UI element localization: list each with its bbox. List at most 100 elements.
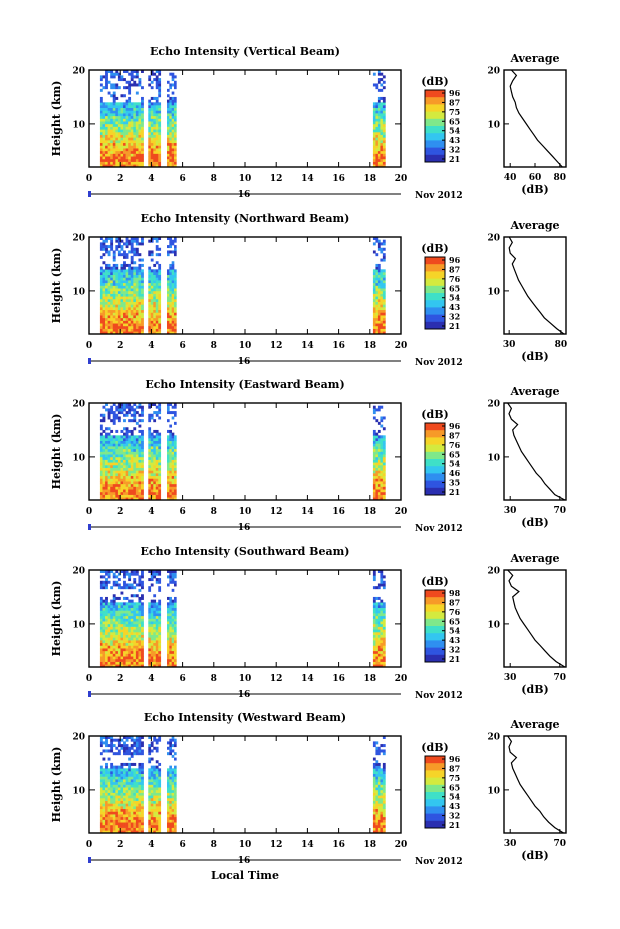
colorbar-swatch xyxy=(425,133,445,136)
heatmap-cell xyxy=(138,328,142,332)
heatmap-cell xyxy=(123,129,126,133)
heatmap-cell xyxy=(158,408,162,412)
heatmap-cell xyxy=(107,269,111,273)
heatmap-cell xyxy=(377,448,381,452)
heatmap-cell xyxy=(171,99,175,103)
heatmap-cell xyxy=(148,610,152,614)
heatmap-cell xyxy=(125,811,129,815)
heatmap-cell xyxy=(135,237,139,240)
heatmap-cell xyxy=(130,454,134,458)
heatmap-cell xyxy=(372,789,376,793)
heatmap-cell xyxy=(125,744,129,748)
heatmap-cell xyxy=(99,797,103,801)
heatmap-cell xyxy=(115,123,119,127)
colorbar-swatch xyxy=(425,642,445,645)
heatmap-cell xyxy=(155,650,159,654)
heatmap-cell xyxy=(174,792,177,796)
heatmap-cell xyxy=(171,277,175,281)
colorbar-swatch xyxy=(425,491,445,494)
heatmap-cell xyxy=(155,446,159,450)
heatmap-cell xyxy=(130,623,134,627)
heatmap-cell xyxy=(150,440,154,444)
heatmap-cell xyxy=(135,470,139,474)
x-tick-label: 12 xyxy=(270,174,283,184)
heatmap-cell xyxy=(133,642,137,646)
colorbar-swatch xyxy=(425,593,445,596)
colorbar-swatch xyxy=(425,636,445,639)
heatmap-cell xyxy=(138,126,142,130)
colorbar-swatch xyxy=(425,462,445,465)
heatmap-cell xyxy=(123,752,126,756)
heatmap-cell xyxy=(174,250,177,254)
heatmap-cell xyxy=(169,242,172,246)
heatmap-cell xyxy=(169,830,172,834)
heatmap-cell xyxy=(377,105,381,109)
colorbar-swatch xyxy=(425,604,445,607)
heatmap-cell xyxy=(123,253,126,257)
heatmap-cell xyxy=(120,827,124,831)
heatmap-cell xyxy=(150,634,154,638)
heatmap-cell xyxy=(372,481,376,485)
heatmap-cell xyxy=(153,296,157,300)
heatmap-cell xyxy=(130,661,134,665)
heatmap-cell xyxy=(377,405,381,409)
heatmap-cell xyxy=(155,806,159,810)
heatmap-cell xyxy=(141,110,144,114)
heatmap-cell xyxy=(107,575,111,579)
heatmap-cell xyxy=(117,779,121,783)
heatmap-cell xyxy=(380,572,384,576)
heatmap-cell xyxy=(133,814,137,818)
heatmap-cell xyxy=(155,323,159,327)
heatmap-cell xyxy=(153,800,157,804)
heatmap-cell xyxy=(107,822,111,826)
heatmap-cell xyxy=(377,317,381,321)
heatmap-cell xyxy=(102,800,106,804)
heatmap-cell xyxy=(110,123,114,127)
heatmap-cell xyxy=(380,312,384,316)
heatmap-cell xyxy=(123,830,126,834)
heatmap-cell xyxy=(112,800,116,804)
heatmap-cell xyxy=(117,323,121,327)
heatmap-cell xyxy=(382,126,386,130)
heatmap-cell xyxy=(377,312,381,316)
heatmap-cell xyxy=(133,440,137,444)
heatmap-cell xyxy=(171,158,175,162)
heatmap-cell xyxy=(105,816,108,820)
heatmap-cell xyxy=(174,827,177,831)
heatmap-cell xyxy=(112,443,116,447)
heatmap-cell xyxy=(112,421,116,425)
heatmap-cell xyxy=(174,824,177,828)
heatmap-cell xyxy=(153,105,157,109)
heatmap-cell xyxy=(115,451,119,455)
heatmap-cell xyxy=(110,304,114,308)
heatmap-cell xyxy=(375,478,379,482)
heatmap-cell xyxy=(153,789,157,793)
heatmap-cell xyxy=(128,749,132,753)
heatmap-cell xyxy=(105,599,108,603)
heatmap-cell xyxy=(105,456,108,460)
heatmap-cell xyxy=(153,642,157,646)
heatmap-cell xyxy=(377,325,381,329)
heatmap-cell xyxy=(135,489,139,493)
colorbar-swatch xyxy=(425,464,445,467)
heatmap-cell xyxy=(141,607,144,611)
heatmap-cell xyxy=(171,290,175,294)
heatmap-cell xyxy=(99,787,103,791)
heatmap-cell xyxy=(382,448,386,452)
panel-2: Echo Intensity (Northward Beam)0 2 4 6 8 10 12… xyxy=(50,212,567,368)
heatmap-cell xyxy=(125,80,129,84)
heatmap-cell xyxy=(117,741,121,745)
heatmap-cell xyxy=(169,301,172,305)
colorbar-swatch xyxy=(425,90,445,93)
heatmap-cell xyxy=(141,626,144,630)
heatmap-cell xyxy=(120,491,124,495)
heatmap-cell xyxy=(133,645,137,649)
heatmap-cell xyxy=(133,456,137,460)
heatmap-cell xyxy=(171,464,175,468)
heatmap-cell xyxy=(148,779,152,783)
heatmap-cell xyxy=(372,309,376,313)
heatmap-cell xyxy=(130,312,134,316)
heatmap-cell xyxy=(107,164,111,168)
heatmap-cell xyxy=(110,803,114,807)
heatmap-cell xyxy=(167,631,170,635)
